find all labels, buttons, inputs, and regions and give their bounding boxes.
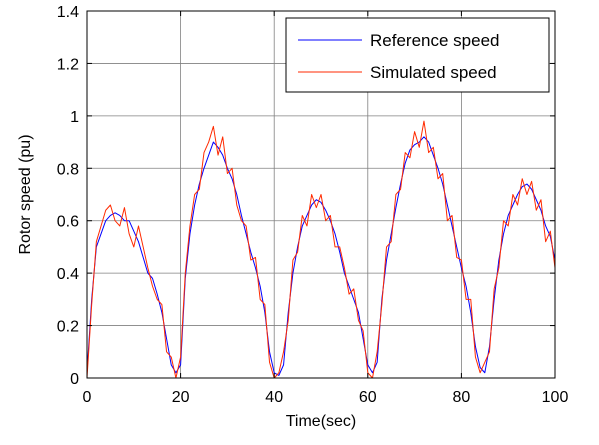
legend-box <box>285 17 550 93</box>
y-axis-tick-labels: 0 0.2 0.4 0.6 0.8 1 1.2 1.4 <box>57 4 79 388</box>
legend: Reference speed Simulated speed <box>285 17 550 93</box>
series-line-reference-speed <box>86 136 556 376</box>
legend-label-reference-speed: Reference speed <box>370 31 499 50</box>
x-axis-tick-labels: 0 20 40 60 80 100 <box>83 389 569 406</box>
x-tick-label: 100 <box>542 389 569 406</box>
y-tick-label: 1 <box>70 109 79 126</box>
y-axis-label: Rotor speed (pu) <box>17 134 34 254</box>
series-line-simulated-speed <box>86 120 556 379</box>
x-axis-label: Time(sec) <box>286 413 357 430</box>
x-tick-label: 60 <box>359 389 377 406</box>
y-tick-label: 0.4 <box>57 266 79 283</box>
legend-label-simulated-speed: Simulated speed <box>370 63 497 82</box>
y-tick-label: 0.2 <box>57 319 79 336</box>
y-tick-label: 0.8 <box>57 161 79 178</box>
axis-ticks <box>86 10 556 379</box>
x-tick-label: 0 <box>83 389 92 406</box>
x-tick-label: 40 <box>265 389 283 406</box>
x-tick-label: 20 <box>172 389 190 406</box>
y-tick-label: 1.2 <box>57 56 79 73</box>
x-tick-label: 80 <box>453 389 471 406</box>
y-tick-label: 0 <box>70 371 79 388</box>
plot-series <box>86 120 556 379</box>
y-tick-label: 1.4 <box>57 4 79 21</box>
y-tick-label: 0.6 <box>57 214 79 231</box>
plot-area-frame <box>86 10 556 379</box>
